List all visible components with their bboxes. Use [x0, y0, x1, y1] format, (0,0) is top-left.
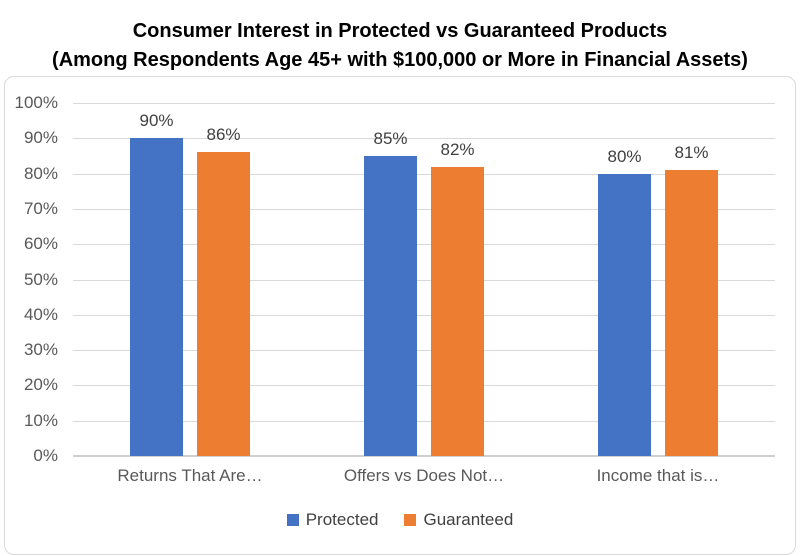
y-axis-tick-label: 70%	[23, 198, 58, 218]
y-axis-tick-label: 90%	[23, 128, 58, 148]
y-gridline	[73, 138, 775, 140]
data-label-protected-0: 90%	[139, 111, 174, 131]
y-axis-tick-label: 20%	[23, 375, 58, 395]
y-gridline	[73, 173, 775, 175]
data-label-protected-2: 80%	[607, 146, 642, 166]
x-axis-category-label: Returns That Are…	[117, 466, 263, 485]
x-axis-category-label: Offers vs Does Not…	[343, 466, 505, 485]
y-axis-tick-label: 50%	[23, 269, 58, 289]
y-axis-tick-label: 30%	[23, 340, 58, 360]
legend: Protected Guaranteed	[0, 511, 800, 529]
y-axis-tick-label: 40%	[23, 304, 58, 324]
bar-protected-1	[364, 155, 417, 456]
bar-protected-0	[130, 138, 183, 456]
y-gridline	[73, 350, 775, 352]
y-gridline	[73, 208, 775, 210]
legend-label: Guaranteed	[423, 510, 514, 529]
y-axis-tick-label: 10%	[23, 410, 58, 430]
y-axis-tick-label: 60%	[23, 234, 58, 254]
x-axis-category-label: Income that is…	[596, 466, 720, 485]
bar-guaranteed-1	[431, 166, 484, 456]
data-label-guaranteed-1: 82%	[440, 139, 475, 159]
bar-protected-2	[598, 173, 651, 456]
data-label-protected-1: 85%	[373, 128, 408, 148]
y-axis-tick-label: 0%	[33, 446, 58, 465]
chart-title: Consumer Interest in Protected vs Guaran…	[0, 0, 800, 75]
y-gridline	[73, 279, 775, 281]
legend-label: Protected	[305, 510, 379, 529]
y-axis-tick-label: 100%	[14, 93, 58, 112]
bar-guaranteed-0	[197, 152, 250, 456]
data-label-guaranteed-0: 86%	[206, 125, 241, 145]
chart-title-line1: Consumer Interest in Protected vs Guaran…	[132, 20, 668, 42]
y-axis-tick-label: 80%	[23, 163, 58, 183]
y-gridline	[73, 385, 775, 387]
legend-item-protected: Protected	[286, 510, 379, 529]
bar-guaranteed-2	[665, 170, 718, 456]
y-gridline	[73, 244, 775, 246]
legend-item-guaranteed: Guaranteed	[404, 511, 513, 529]
data-label-guaranteed-2: 81%	[674, 143, 709, 163]
legend-swatch-icon	[404, 514, 417, 526]
y-gridline	[73, 314, 775, 316]
y-gridline	[73, 103, 775, 104]
x-axis-line	[73, 455, 775, 457]
chart-title-line2: (Among Respondents Age 45+ with $100,000…	[52, 49, 748, 71]
legend-swatch-icon	[286, 514, 299, 526]
y-gridline	[73, 420, 775, 422]
